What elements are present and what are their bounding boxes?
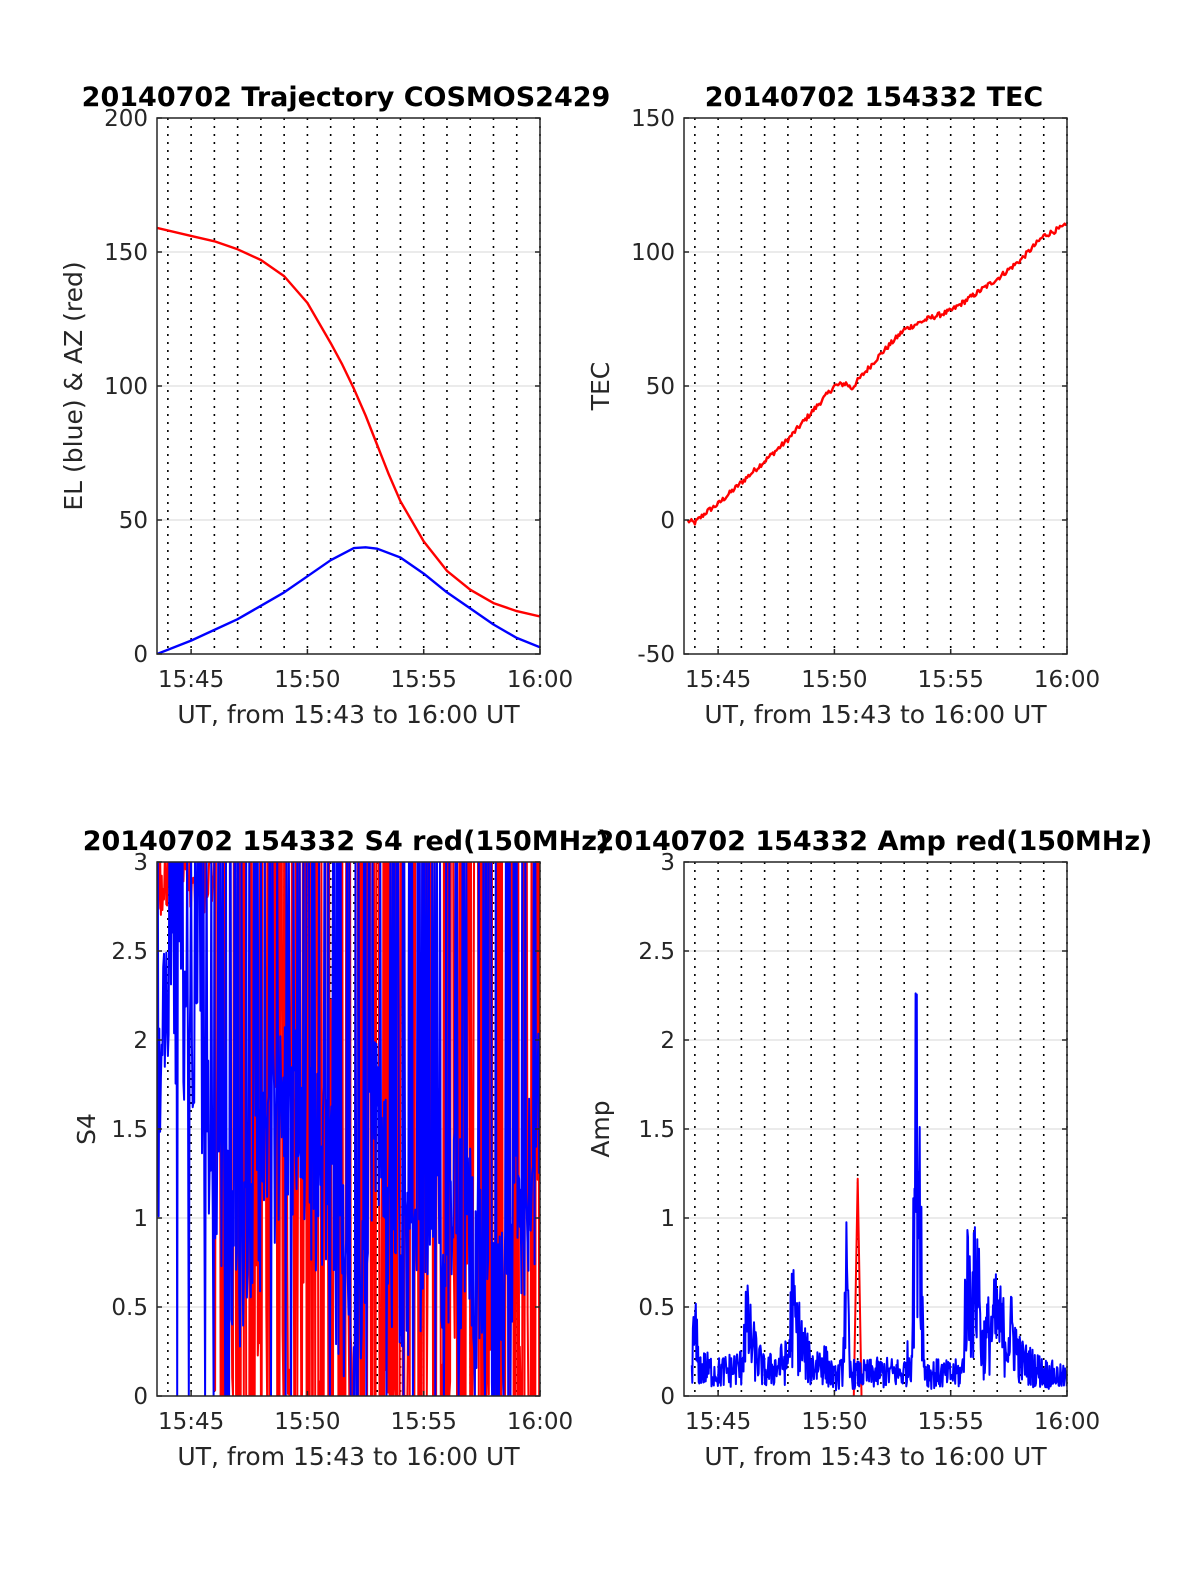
- x-tick-label: 16:00: [1034, 1409, 1100, 1435]
- y-tick-label: 2: [660, 1028, 675, 1054]
- y-tick-label: 200: [104, 106, 148, 132]
- series-group: [157, 226, 540, 654]
- x-tick-label: 15:50: [274, 667, 340, 693]
- y-axis-label: TEC: [586, 362, 615, 412]
- y-tick-label: 2: [133, 1028, 148, 1054]
- x-tick-label: 15:55: [391, 1409, 457, 1435]
- chart-title: 20140702 154332 TEC: [705, 82, 1044, 113]
- y-tick-label: -50: [637, 642, 675, 668]
- y-tick-label: 2.5: [111, 939, 148, 965]
- x-axis-label: UT, from 15:43 to 16:00 UT: [177, 1442, 520, 1471]
- y-tick-label: 150: [631, 106, 675, 132]
- series-line-2: [157, 546, 540, 654]
- y-tick-label: 0: [660, 508, 675, 534]
- y-tick-label: 50: [646, 374, 675, 400]
- series-line-2: [157, 862, 540, 1396]
- chart-panel-4: 0 0.5 1 1.5 2 2.5 3 15:45 15:50 15:55 16:00 UT, fro…: [586, 826, 1152, 1471]
- x-tick-label: 16:00: [507, 667, 573, 693]
- x-tick-label: 15:50: [801, 667, 867, 693]
- chart-title: 20140702 154332 S4 red(150MHz): [83, 826, 610, 857]
- chart-panel-2: -50 0 50 100 150 15:45 15:50 15:55 16:00 UT, from…: [586, 82, 1100, 729]
- x-tick-label: 15:55: [918, 1409, 984, 1435]
- y-tick-label: 1: [133, 1206, 148, 1232]
- y-tick-label: 2.5: [638, 939, 675, 965]
- series-group: [686, 222, 1067, 526]
- x-tick-label: 15:50: [274, 1409, 340, 1435]
- y-tick-label: 1: [660, 1206, 675, 1232]
- y-tick-label: 100: [104, 374, 148, 400]
- series-line-1: [157, 226, 540, 618]
- x-tick-label: 15:55: [918, 667, 984, 693]
- chart-title: 20140702 154332 Amp red(150MHz): [596, 826, 1153, 857]
- y-tick-label: 150: [104, 240, 148, 266]
- x-axis-label: UT, from 15:43 to 16:00 UT: [704, 1442, 1047, 1471]
- x-tick-label: 16:00: [507, 1409, 573, 1435]
- y-tick-label: 0: [133, 642, 148, 668]
- x-axis-label: UT, from 15:43 to 16:00 UT: [704, 700, 1047, 729]
- x-tick-label: 15:45: [685, 1409, 751, 1435]
- series-group: [157, 862, 540, 1396]
- y-tick-label: 3: [660, 850, 675, 876]
- y-tick-label: 0.5: [111, 1295, 148, 1321]
- series-group: [690, 992, 1067, 1396]
- y-tick-label: 0: [660, 1384, 675, 1410]
- series-line-2: [690, 992, 1067, 1392]
- y-tick-label: 0.5: [638, 1295, 675, 1321]
- series-line-1: [686, 222, 1067, 526]
- chart-panel-1: 0 50 100 150 200 15:45 15:50 15:55 16:00 UT, from…: [59, 82, 610, 729]
- y-tick-label: 3: [133, 850, 148, 876]
- y-axis-label: EL (blue) & AZ (red): [59, 261, 88, 510]
- y-tick-label: 0: [133, 1384, 148, 1410]
- x-tick-label: 16:00: [1034, 667, 1100, 693]
- x-tick-label: 15:45: [158, 667, 224, 693]
- y-tick-label: 1.5: [111, 1117, 148, 1143]
- y-tick-label: 50: [119, 508, 148, 534]
- series-line-1: [852, 1177, 863, 1396]
- y-axis-label: S4: [72, 1113, 101, 1145]
- y-tick-label: 1.5: [638, 1117, 675, 1143]
- chart-panel-3: 0 0.5 1 1.5 2 2.5 3 15:45 15:50 15:55 16:00 UT, fro…: [72, 826, 609, 1471]
- x-tick-label: 15:50: [801, 1409, 867, 1435]
- y-axis-label: Amp: [586, 1100, 615, 1157]
- x-tick-label: 15:45: [685, 667, 751, 693]
- x-axis-label: UT, from 15:43 to 16:00 UT: [177, 700, 520, 729]
- y-tick-label: 100: [631, 240, 675, 266]
- x-tick-label: 15:55: [391, 667, 457, 693]
- chart-title: 20140702 Trajectory COSMOS2429: [82, 82, 611, 113]
- x-tick-label: 15:45: [158, 1409, 224, 1435]
